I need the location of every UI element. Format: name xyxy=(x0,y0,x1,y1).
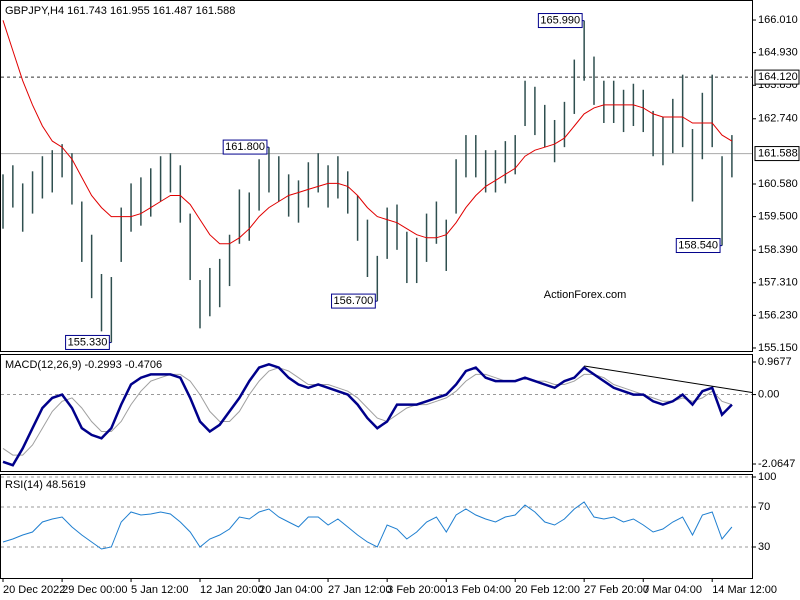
y-tick-label: 162.740 xyxy=(758,113,798,125)
price-pane xyxy=(0,0,753,352)
annotation-label: 155.330 xyxy=(68,336,108,348)
x-tick-label: 20 Feb 12:00 xyxy=(515,584,580,596)
x-tick-label: 27 Feb 20:00 xyxy=(584,584,649,596)
annotation-label: 165.990 xyxy=(540,15,580,27)
x-tick-label: 14 Mar 12:00 xyxy=(712,584,777,596)
indicator-line xyxy=(2,362,733,467)
x-tick-label: 20 Dec 2022 xyxy=(3,584,65,596)
level-box xyxy=(754,69,800,85)
y-tick-label: 166.010 xyxy=(758,14,798,26)
x-tick-label: 7 Mar 04:00 xyxy=(643,584,702,596)
x-tick-label: 5 Jan 12:00 xyxy=(131,584,189,596)
moving-average xyxy=(2,20,733,245)
pane-title: MACD(12,26,9) -0.2993 -0.4706 xyxy=(5,359,162,371)
x-tick-label: 27 Jan 12:00 xyxy=(328,584,392,596)
level-label: 161.588 xyxy=(758,147,798,159)
annotation-box xyxy=(65,334,110,350)
x-tick-label: 12 Jan 20:00 xyxy=(200,584,264,596)
y-tick-label: 164.930 xyxy=(758,47,798,59)
y-tick-label: 0.9677 xyxy=(758,356,792,368)
y-tick-label: 70 xyxy=(758,501,770,513)
x-tick-label: 13 Feb 04:00 xyxy=(446,584,511,596)
level-box xyxy=(754,146,800,162)
macd-pane xyxy=(0,354,753,472)
pane-title: GBPJPY,H4 161.743 161.955 161.487 161.58… xyxy=(5,5,235,17)
y-tick-label: 159.500 xyxy=(758,211,798,223)
watermark: ActionForex.com xyxy=(544,289,627,301)
y-tick-label: 160.580 xyxy=(758,178,798,190)
x-tick-label: 29 Dec 00:00 xyxy=(62,584,127,596)
y-tick-label: 156.230 xyxy=(758,309,798,321)
pane-title: RSI(14) 48.5619 xyxy=(5,479,86,491)
indicator-line xyxy=(2,367,733,456)
indicator-line xyxy=(2,501,733,550)
rsi-pane xyxy=(0,474,753,579)
y-tick-label: 158.390 xyxy=(758,244,798,256)
annotation-label: 158.540 xyxy=(678,240,718,252)
annotation-label: 156.700 xyxy=(334,295,374,307)
y-tick-label: 157.310 xyxy=(758,277,798,289)
y-tick-label: -2.0647 xyxy=(758,458,795,470)
y-tick-label: 30 xyxy=(758,541,770,553)
annotation-label: 161.800 xyxy=(225,141,265,153)
x-tick-label: 20 Jan 04:00 xyxy=(259,584,323,596)
level-label: 164.120 xyxy=(758,71,798,83)
y-tick-label: 100 xyxy=(758,471,776,483)
y-tick-label: 0.00 xyxy=(758,388,779,400)
x-tick-label: 3 Feb 20:00 xyxy=(387,584,446,596)
trend-line xyxy=(584,365,753,394)
y-tick-label: 155.150 xyxy=(758,342,798,354)
